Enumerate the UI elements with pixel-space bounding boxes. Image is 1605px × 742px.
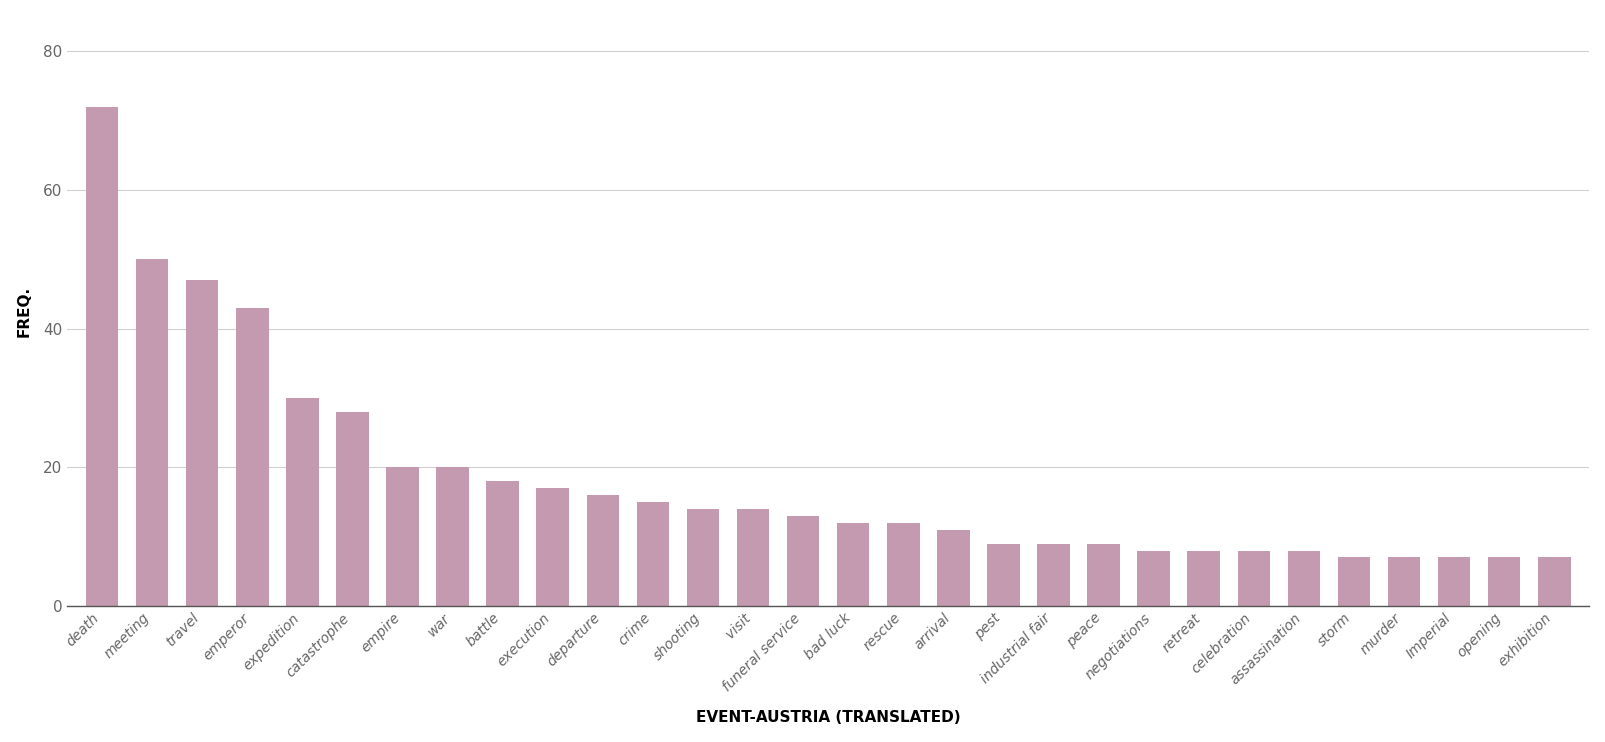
- Bar: [687, 509, 719, 606]
- Bar: [1387, 557, 1419, 606]
- Bar: [1486, 557, 1520, 606]
- Bar: [1186, 551, 1220, 606]
- Bar: [1136, 551, 1168, 606]
- Bar: [636, 502, 669, 606]
- Bar: [335, 412, 369, 606]
- Bar: [1436, 557, 1470, 606]
- Bar: [85, 107, 119, 606]
- Bar: [886, 523, 920, 606]
- Bar: [936, 530, 969, 606]
- Bar: [536, 488, 568, 606]
- X-axis label: EVENT-AUSTRIA (TRANSLATED): EVENT-AUSTRIA (TRANSLATED): [695, 710, 960, 726]
- Bar: [437, 467, 469, 606]
- Bar: [1037, 544, 1069, 606]
- Bar: [1087, 544, 1119, 606]
- Y-axis label: FREQ.: FREQ.: [16, 286, 32, 337]
- Bar: [486, 482, 518, 606]
- Bar: [1287, 551, 1319, 606]
- Bar: [586, 495, 618, 606]
- Bar: [786, 516, 819, 606]
- Bar: [387, 467, 419, 606]
- Bar: [1237, 551, 1270, 606]
- Bar: [286, 398, 318, 606]
- Bar: [186, 280, 218, 606]
- Bar: [987, 544, 1019, 606]
- Bar: [1538, 557, 1570, 606]
- Bar: [136, 259, 169, 606]
- Bar: [737, 509, 769, 606]
- Bar: [836, 523, 868, 606]
- Bar: [1337, 557, 1369, 606]
- Bar: [236, 308, 268, 606]
